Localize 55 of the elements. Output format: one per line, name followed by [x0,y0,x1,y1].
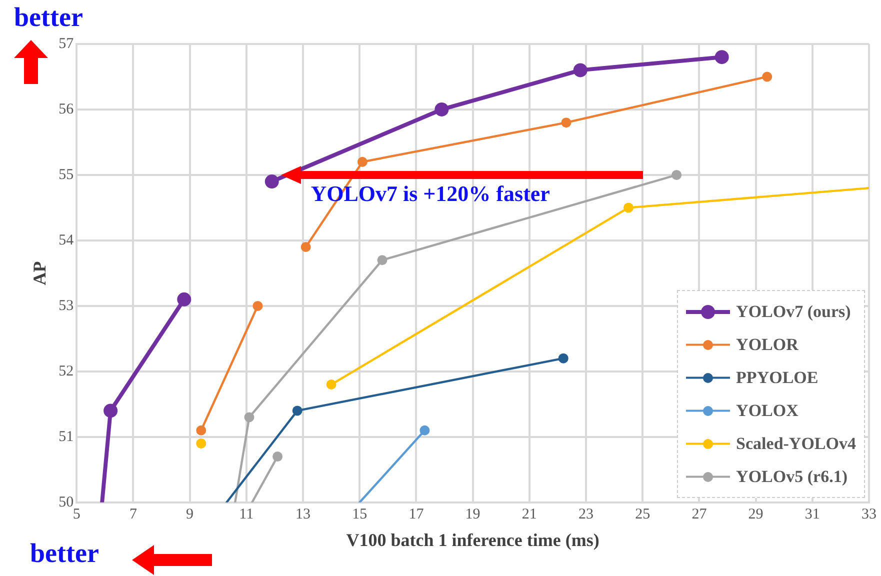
point [377,255,388,266]
legend-label: Scaled-YOLOv4 [736,434,856,454]
point [434,102,449,116]
legend-label: YOLOX [736,400,798,421]
x-tick-label: 29 [748,506,764,522]
x-tick-label: 23 [578,506,594,522]
x-tick-label: 31 [804,506,820,522]
x-tick-label: 15 [352,506,368,522]
y-tick-label: 57 [58,36,74,52]
legend-label: YOLOv7 (ours) [736,302,851,322]
point [177,292,192,306]
text: better [14,2,83,33]
x-tick-label: 13 [296,506,310,522]
point [292,406,302,416]
legend-label: PPYOLOE [736,368,818,388]
y-tick-label: 51 [58,428,74,445]
x-tick-label: 25 [635,506,650,522]
point [252,300,263,311]
point [264,174,279,189]
point [623,202,634,213]
point [573,63,588,78]
x-axis-title: V100 batch 1 inference time (ms) [346,530,600,550]
point [762,72,772,82]
point [196,425,206,436]
y-tick-label: 52 [58,363,74,380]
y-tick-label: 53 [58,298,74,314]
point [420,425,430,436]
text: better [30,538,99,569]
y-axis-title: AP [29,261,50,286]
x-tick-label: 11 [239,506,254,522]
point [558,353,568,364]
y-tick-label: 56 [58,101,74,118]
legend-label: YOLOv5 (r6.1) [736,466,848,487]
legend-label: YOLOR [736,334,798,355]
x-tick-label: 27 [692,506,708,522]
point [196,438,206,448]
x-tick-label: 9 [186,506,194,522]
x-tick-label: 33 [862,506,876,522]
point [357,156,368,167]
point [714,50,729,64]
point [300,242,311,252]
x-tick-label: 5 [72,506,80,522]
point [244,412,254,422]
point [272,452,283,462]
y-tick-label: 55 [58,166,74,183]
point [104,404,118,418]
x-tick-label: 7 [129,506,138,522]
y-tick-label: 54 [58,232,74,248]
x-tick-label: 21 [522,506,537,522]
point [672,170,682,180]
point [561,118,572,128]
y-tick-label: 50 [58,494,74,510]
x-tick-label: 17 [408,506,424,522]
x-tick-label: 19 [465,506,480,522]
point [326,380,336,390]
